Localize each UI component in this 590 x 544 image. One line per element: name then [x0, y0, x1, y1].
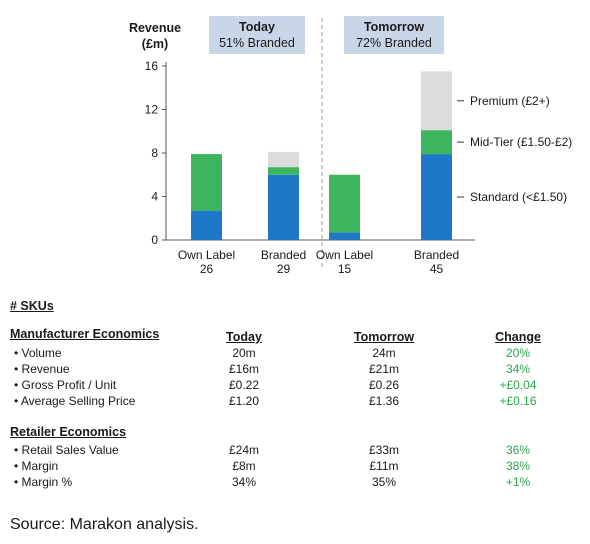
cell-tomorrow: £33m — [368, 443, 400, 457]
table-row: • Retail Sales Value £24m £33m 36% — [0, 443, 590, 459]
group-title: Tomorrow — [363, 20, 425, 34]
cell-tomorrow: £21m — [368, 362, 400, 376]
cell-today: 20m — [232, 346, 256, 360]
table-row: • Margin % 34% 35% +1% — [0, 475, 590, 491]
table-row: • Gross Profit / Unit £0.22 £0.26 +£0.04 — [0, 378, 590, 394]
sku-count-label: 45 — [430, 262, 444, 276]
cell-today: £16m — [228, 362, 260, 376]
col-today: Today — [226, 330, 262, 344]
bar-segment — [191, 154, 222, 211]
group-header-today: Today 51% Branded — [209, 16, 305, 54]
cell-change: +£0.04 — [499, 378, 537, 392]
bar-segment — [329, 232, 360, 240]
cell-change: 20% — [505, 346, 531, 360]
row-label: • Volume — [14, 346, 62, 360]
cell-change: 34% — [505, 362, 531, 376]
row-label: • Revenue — [14, 362, 70, 376]
manufacturer-title: Manufacturer Economics — [10, 327, 160, 341]
cell-change: +£0.16 — [499, 394, 537, 408]
ylabel-line1: Revenue — [128, 21, 182, 35]
x-tick-label: Own Label — [178, 248, 235, 262]
bar-segment — [421, 130, 452, 155]
bar-segment — [421, 71, 452, 131]
cell-change: 38% — [505, 459, 531, 473]
cell-today: £1.20 — [228, 394, 260, 408]
group-header-tomorrow: Tomorrow 72% Branded — [344, 16, 444, 54]
legend-label: Premium (£2+) — [470, 94, 550, 108]
cell-today: 34% — [231, 475, 257, 489]
table-row: • Volume 20m 24m 20% — [0, 346, 590, 362]
cell-change: 36% — [505, 443, 531, 457]
cell-today: £24m — [228, 443, 260, 457]
retailer-title: Retailer Economics — [10, 425, 127, 439]
group-subtitle: 51% Branded — [219, 36, 295, 50]
group-title: Today — [239, 20, 275, 34]
skus-title: # SKUs — [10, 299, 54, 313]
bar-segment — [268, 151, 299, 168]
cell-today: £8m — [232, 459, 256, 473]
col-tomorrow: Tomorrow — [353, 330, 415, 344]
cell-tomorrow: £0.26 — [368, 378, 400, 392]
sku-count-label: 15 — [338, 262, 352, 276]
table-row: • Revenue £16m £21m 34% — [0, 362, 590, 378]
y-tick-label: 12 — [145, 103, 159, 117]
y-tick-label: 0 — [151, 233, 158, 247]
col-change: Change — [495, 330, 541, 344]
cell-tomorrow: £11m — [369, 459, 399, 473]
x-tick-label: Branded — [261, 248, 306, 262]
legend-label: Standard (<£1.50) — [470, 190, 567, 204]
source-note: Source: Marakon analysis. — [10, 516, 199, 533]
x-tick-label: Branded — [414, 248, 459, 262]
group-subtitle: 72% Branded — [356, 36, 432, 50]
ylabel: Revenue (£m) — [120, 20, 190, 52]
cell-change: +1% — [505, 475, 531, 489]
bar-segment — [268, 167, 299, 175]
cell-tomorrow: 24m — [372, 346, 396, 360]
cell-tomorrow: 35% — [371, 475, 397, 489]
y-tick-label: 8 — [151, 146, 158, 160]
bar-segment — [191, 210, 222, 240]
legend-label: Mid-Tier (£1.50-£2) — [470, 135, 572, 149]
y-tick-label: 4 — [151, 190, 158, 204]
ylabel-line2: (£m) — [141, 37, 169, 51]
y-tick-label: 16 — [145, 59, 159, 73]
row-label: • Average Selling Price — [14, 394, 136, 408]
table-row: • Margin £8m £11m 38% — [0, 459, 590, 475]
row-label: • Gross Profit / Unit — [14, 378, 117, 392]
row-label: • Margin — [14, 459, 59, 473]
sku-count-label: 26 — [200, 262, 214, 276]
cell-tomorrow: £1.36 — [368, 394, 400, 408]
row-label: • Margin % — [14, 475, 73, 489]
bar-segment — [268, 174, 299, 240]
bar-segment — [329, 174, 360, 233]
x-tick-label: Own Label — [316, 248, 373, 262]
sku-count-label: 29 — [277, 262, 291, 276]
bar-segment — [421, 154, 452, 240]
row-label: • Retail Sales Value — [14, 443, 119, 457]
cell-today: £0.22 — [228, 378, 260, 392]
table-row: • Average Selling Price £1.20 £1.36 +£0.16 — [0, 394, 590, 410]
